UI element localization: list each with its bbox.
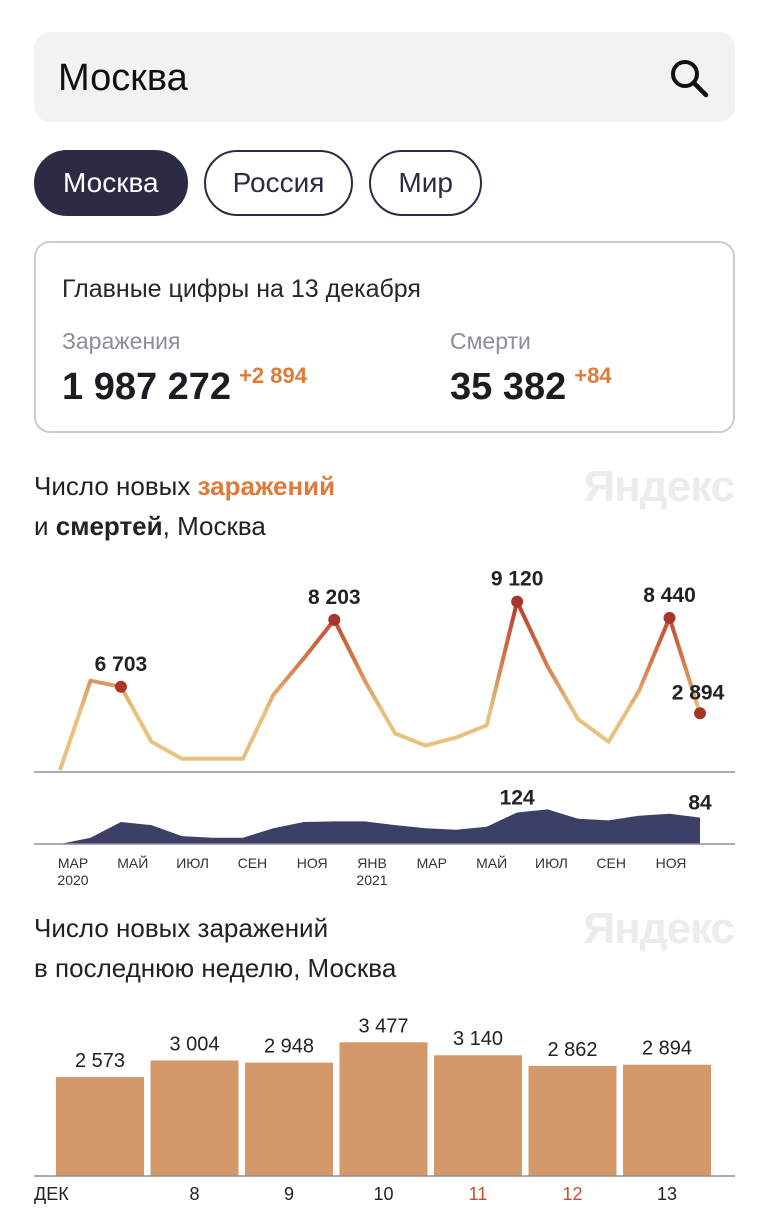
summary-title: Главные цифры на 13 декабря bbox=[62, 275, 421, 303]
bar-category-label: 10 bbox=[373, 1184, 393, 1204]
chart1-title-part1: Число новых bbox=[34, 471, 198, 501]
bar bbox=[528, 1065, 617, 1176]
bar-category-label: 13 bbox=[657, 1184, 677, 1204]
bar-category-label: 12 bbox=[562, 1184, 582, 1204]
yandex-watermark-2: Яндекс bbox=[583, 904, 735, 953]
bar-value-label: 2 894 bbox=[642, 1038, 692, 1060]
search-icon[interactable] bbox=[669, 58, 709, 98]
deaths-value: 35 382 bbox=[450, 366, 567, 408]
weekly-bar-chart: 2 573 ДЕК 3 004 8 2 948 9 3 477 10 3 140 11 2 862 1… bbox=[34, 1015, 735, 1204]
x-tick-label: МАЙ bbox=[476, 854, 507, 871]
chart1-title-part3: , Москва bbox=[162, 511, 266, 541]
bar-value-label: 3 140 bbox=[453, 1028, 503, 1050]
region-tabs: Москва Россия Мир bbox=[34, 150, 482, 216]
chart1-title: Число новых заражений и смертей, Москва bbox=[34, 466, 335, 546]
bar-value-label: 2 862 bbox=[547, 1039, 597, 1061]
x-tick-year: 2021 bbox=[356, 872, 387, 888]
bar-category-label: 11 bbox=[469, 1184, 488, 1204]
bar-category-label: 9 bbox=[284, 1184, 294, 1204]
x-tick-label: НОЯ bbox=[297, 855, 328, 871]
deaths-stat: Смерти 35 382 +84 bbox=[450, 328, 612, 409]
bar-value-label: 2 573 bbox=[75, 1050, 125, 1072]
bar bbox=[150, 1060, 239, 1176]
infections-stat: Заражения 1 987 272 +2 894 bbox=[62, 328, 307, 409]
chart2-title-line1: Число новых заражений bbox=[34, 913, 329, 943]
chart2-title-line2: в последнюю неделю, Москва bbox=[34, 953, 397, 983]
infections-delta: +2 894 bbox=[239, 363, 307, 388]
deaths-peak-label: 124 bbox=[500, 787, 535, 810]
yandex-watermark-1: Яндекс bbox=[583, 462, 735, 511]
bar bbox=[56, 1077, 144, 1176]
x-tick-year: 2020 bbox=[57, 872, 88, 888]
x-tick-label: ИЮЛ bbox=[535, 855, 568, 871]
infections-peak-marker bbox=[694, 707, 706, 720]
infections-peak-label: 8 203 bbox=[308, 586, 361, 609]
deaths-label: Смерти bbox=[450, 328, 531, 354]
x-tick-label: НОЯ bbox=[656, 855, 687, 871]
x-tick-label: ИЮЛ bbox=[176, 855, 209, 871]
chart2-title: Число новых заражений в последнюю неделю… bbox=[34, 908, 396, 988]
chart1-title-bold: смертей bbox=[55, 511, 163, 541]
x-tick-label: ЯНВ bbox=[357, 855, 387, 871]
tab-moscow[interactable]: Москва bbox=[34, 150, 188, 216]
infections-peak-label: 2 894 bbox=[672, 681, 725, 704]
bar-value-label: 2 948 bbox=[264, 1036, 314, 1058]
bar bbox=[623, 1064, 711, 1176]
deaths-peak-label: 84 bbox=[688, 792, 712, 815]
infections-peak-marker bbox=[663, 611, 676, 624]
infections-value: 1 987 272 bbox=[62, 366, 232, 408]
infections-label: Заражения bbox=[62, 328, 181, 354]
deaths-area bbox=[60, 809, 700, 844]
deaths-delta: +84 bbox=[574, 363, 612, 388]
infections-peak-marker bbox=[114, 680, 127, 693]
infections-peak-marker bbox=[511, 595, 524, 608]
infections-peak-label: 9 120 bbox=[491, 568, 544, 591]
x-tick-label: МАЙ bbox=[117, 854, 148, 871]
chart1-title-highlight: заражений bbox=[197, 471, 336, 501]
bar-category-label: 8 bbox=[189, 1184, 199, 1204]
x-tick-label: МАР bbox=[417, 855, 447, 871]
summary-card: Главные цифры на 13 декабря Заражения 1 … bbox=[34, 241, 735, 433]
infections-peak-label: 6 703 bbox=[95, 653, 148, 676]
x-tick-label: СЕН bbox=[238, 855, 268, 871]
bar bbox=[434, 1055, 522, 1176]
tab-russia[interactable]: Россия bbox=[203, 150, 354, 216]
search-input[interactable]: Москва bbox=[58, 57, 188, 99]
bar-value-label: 3 004 bbox=[169, 1033, 219, 1055]
search-bar[interactable]: Москва bbox=[34, 32, 735, 122]
bar-value-label: 3 477 bbox=[358, 1015, 408, 1037]
x-tick-label: МАР bbox=[58, 855, 88, 871]
infections-peak-marker bbox=[328, 613, 341, 626]
chart1-title-part2: и bbox=[34, 511, 56, 541]
bar-category-label: ДЕК bbox=[34, 1184, 69, 1204]
bar bbox=[339, 1042, 428, 1176]
bar bbox=[245, 1062, 333, 1176]
infections-line bbox=[58, 599, 702, 771]
tab-world[interactable]: Мир bbox=[369, 150, 482, 216]
x-tick-label: СЕН bbox=[596, 855, 626, 871]
infections-peak-label: 8 440 bbox=[643, 584, 696, 607]
